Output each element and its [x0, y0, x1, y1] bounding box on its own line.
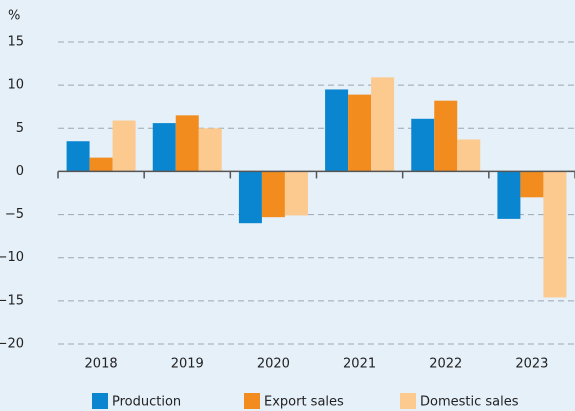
bar — [348, 94, 372, 172]
bar — [284, 171, 308, 216]
bar — [89, 157, 113, 172]
bar — [66, 141, 90, 172]
bar — [520, 171, 544, 198]
y-tick-label: −5 — [5, 207, 24, 222]
bar — [434, 100, 458, 172]
x-tick-label: 2020 — [257, 357, 290, 372]
bar — [238, 171, 262, 224]
x-tick-label: 2023 — [515, 357, 548, 372]
y-tick-label: −20 — [0, 337, 24, 352]
legend-label: Export sales — [264, 395, 344, 410]
y-tick-label: −15 — [0, 293, 24, 308]
y-axis-label: % — [8, 9, 20, 24]
x-tick-label: 2021 — [343, 357, 376, 372]
legend-label: Domestic sales — [420, 395, 519, 410]
x-tick-label: 2022 — [429, 357, 462, 372]
y-tick-label: 0 — [16, 164, 24, 179]
bar — [198, 128, 222, 172]
y-tick-label: −10 — [0, 250, 24, 265]
bar — [371, 77, 395, 172]
bar — [175, 115, 199, 172]
legend-swatch — [244, 393, 260, 409]
legend-label: Production — [112, 395, 181, 410]
legend-swatch — [400, 393, 416, 409]
bar — [411, 118, 435, 172]
bar — [497, 171, 521, 219]
bar — [457, 139, 481, 172]
bar — [152, 123, 176, 172]
y-tick-label: 10 — [7, 78, 24, 93]
bar — [325, 89, 349, 172]
legend-swatch — [92, 393, 108, 409]
bar — [261, 171, 285, 218]
bar — [543, 171, 567, 298]
x-tick-label: 2019 — [171, 357, 204, 372]
y-tick-label: 15 — [7, 35, 24, 50]
y-tick-label: 5 — [16, 121, 24, 136]
x-tick-label: 2018 — [85, 357, 118, 372]
bar — [112, 120, 136, 172]
